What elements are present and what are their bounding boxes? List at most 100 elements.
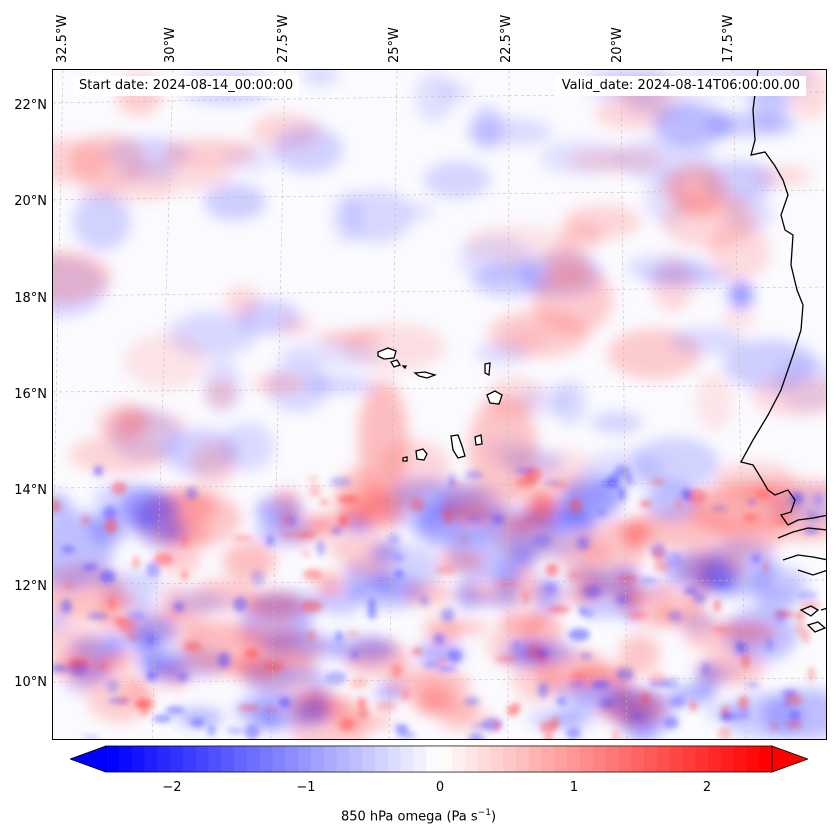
omega-cell [358,380,408,500]
omega-cell [387,532,401,544]
colorbar-step [515,746,530,772]
colorbar-step [118,746,133,772]
omega-cell [330,527,342,535]
omega-cell [106,679,120,693]
omega-cell [244,648,260,659]
omega-cell [137,697,154,711]
omega-cell [674,497,683,511]
omega-cell [576,536,590,551]
omega-cell [102,505,117,521]
colorbar-step [221,746,235,772]
colorbar-step [400,746,414,772]
omega-cell [468,395,538,505]
omega-cell [443,484,487,522]
omega-cell [639,499,652,508]
omega-cell [111,481,127,495]
lon-label-30w: 30°W [163,27,178,63]
omega-cell [413,696,480,717]
omega-cell [82,734,100,739]
omega-cell [467,515,483,523]
omega-cell [367,604,377,620]
omega-cell [162,138,257,167]
omega-cell [302,551,311,557]
gambia-coast [777,527,826,539]
omega-cell [627,610,648,621]
omega-cell [274,487,301,517]
omega-cell [558,222,603,252]
omega-cell [374,684,404,700]
colorbar-step [720,746,735,772]
colorbar-step [349,746,363,772]
omega-cell [61,545,75,554]
omega-cell [203,183,267,221]
omega-cell [53,623,101,659]
omega-cell [526,493,555,525]
omega-cell [329,476,351,487]
omega-cell [597,691,667,726]
omega-cell [681,487,692,502]
omega-cell [207,724,216,737]
colorbar-step [695,746,709,772]
omega-cell [701,662,710,675]
island-sal [484,362,491,377]
colorbar-step [567,746,581,772]
omega-cell [325,671,348,686]
omega-cell [125,611,145,622]
omega-cell [457,236,533,280]
omega-cell [357,707,370,719]
omega-cell [369,542,402,561]
omega-cell [769,722,779,731]
omega-cell [98,411,189,440]
colorbar-step [541,746,555,772]
colorbar-step [451,746,466,772]
colorbar-step [618,746,632,772]
omega-cell [136,635,162,673]
colorbar-step [234,746,248,772]
omega-cell [470,104,503,150]
omega-cell [67,657,89,670]
omega-cell [357,697,367,709]
omega-cell [131,516,164,531]
omega-cell [751,376,826,417]
omega-cell [539,720,557,734]
omega-cell [281,513,293,527]
omega-cell [613,464,631,478]
omega-cell [351,649,358,660]
omega-cell [272,125,343,174]
island-maio [474,434,483,446]
colorbar-step [131,746,146,772]
omega-cell [567,148,666,173]
omega-cell [423,661,440,668]
colorbar-step [323,746,338,772]
omega-cell [337,495,359,503]
omega-cell [615,595,630,605]
omega-cell [423,160,491,199]
omega-cell [184,641,202,652]
omega-cell [717,726,732,739]
omega-cell [465,470,483,479]
omega-cell [799,601,822,609]
lon-label-17-5w: 17.5°W [721,14,736,63]
omega-cell [786,720,803,729]
omega-cell [533,265,613,335]
omega-cell [393,554,404,562]
omega-cell [98,661,109,671]
omega-cell [596,510,607,516]
colorbar-step [592,746,607,772]
omega-cell [53,664,70,673]
omega-cell [225,286,261,317]
colorbar-step [759,746,773,772]
colorbar-step [106,746,120,772]
omega-cell [713,599,721,612]
omega-cell [443,507,453,524]
omega-cell [568,628,590,642]
omega-cell [108,597,116,609]
omega-cell [160,524,188,541]
omega-cell [263,706,278,714]
omega-cell [63,580,75,590]
coastline [740,70,826,633]
omega-cell [683,587,698,595]
omega-cell [367,598,377,608]
map-panel[interactable] [52,69,827,740]
omega-cell [754,588,801,612]
